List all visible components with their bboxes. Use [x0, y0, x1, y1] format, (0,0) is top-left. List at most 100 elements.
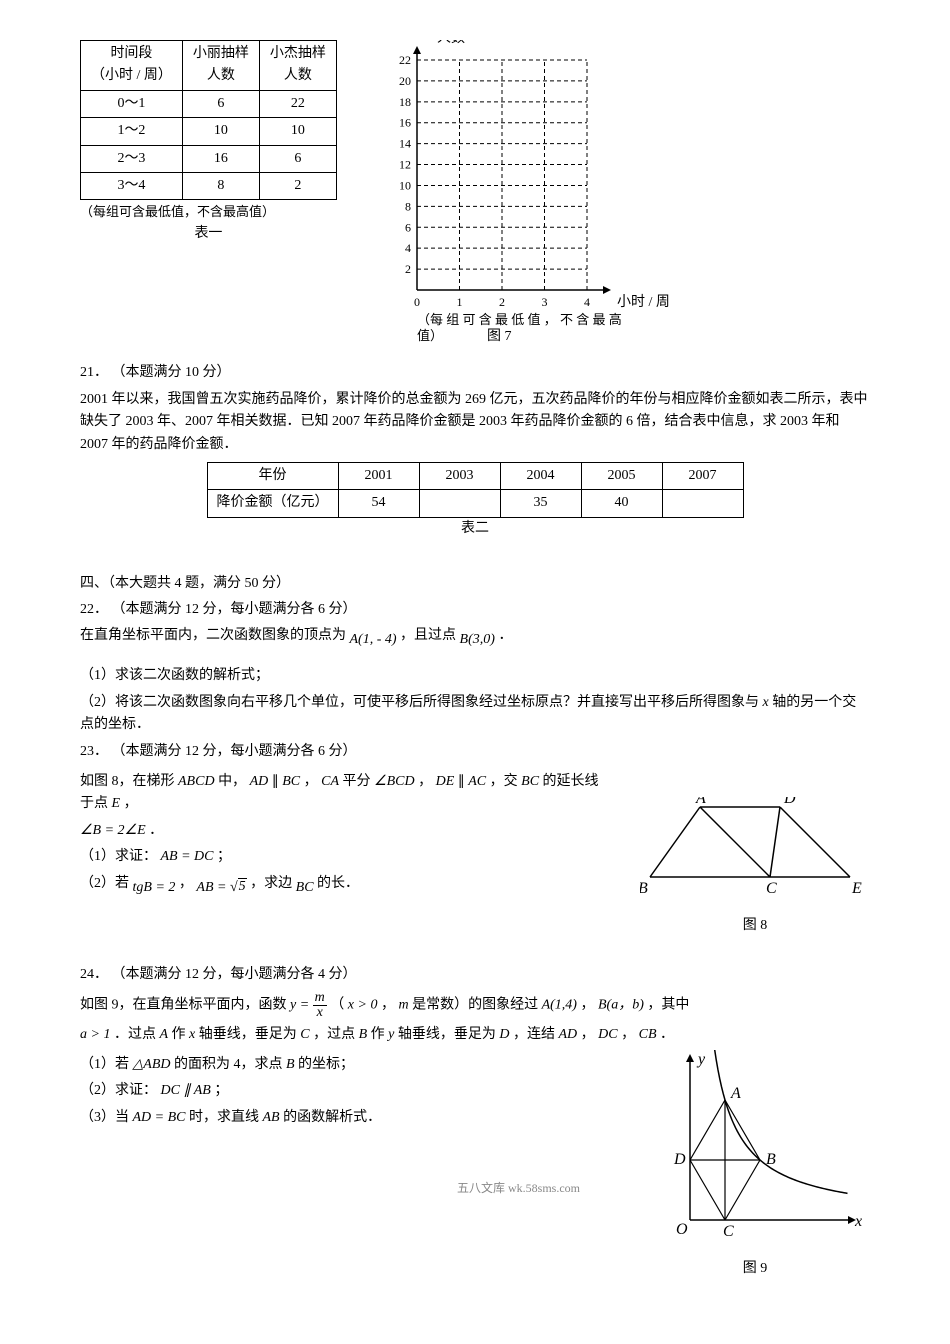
table1-r3c1: 8	[182, 172, 259, 199]
q23-p2b: ，求边	[250, 876, 296, 891]
q24-l1b: （	[330, 997, 344, 1012]
q24-DC: DC	[598, 1027, 617, 1042]
svg-text:4: 4	[405, 241, 411, 255]
q22-body: 在直角坐标平面内，二次函数图象的顶点为 A(1, - 4) ，且过点 B(3,0…	[80, 625, 870, 651]
q24-title: 24． （本题满分 12 分，每小题满分各 4 分）	[80, 964, 870, 986]
q24-l2g: 轴垂线，垂足为	[398, 1027, 500, 1042]
q23-AD: AD	[250, 774, 269, 789]
q23-p2c: 的长．	[317, 876, 359, 891]
table1-r0c2: 22	[259, 90, 336, 117]
svg-text:C: C	[723, 1223, 734, 1240]
q21-h2: 2003	[419, 462, 500, 489]
table1-r2c2: 6	[259, 145, 336, 172]
q22-pointB: B(3,0)	[460, 632, 495, 647]
q24-Alab: A	[159, 1027, 168, 1042]
q21-table-caption: 表二	[80, 518, 870, 540]
q21-score: （本题满分 10 分）	[112, 365, 231, 380]
q21-r0c1: 54	[338, 490, 419, 517]
q22-score: （本题满分 12 分，每小题满分各 6 分）	[112, 602, 357, 617]
q23-BC3: BC	[296, 879, 314, 894]
q23-CA: CA	[321, 774, 339, 789]
table1: 时间段 （小时 / 周） 小丽抽样 人数 小杰抽样 人数 0～1 6 22 1～…	[80, 40, 337, 200]
table1-r1c1: 10	[182, 118, 259, 145]
q21-r0c4: 40	[581, 490, 662, 517]
q24-l2a: a > 1	[80, 1027, 110, 1042]
q24-line1: 如图 9，在直角坐标平面内，函数 y = m x （ x > 0 ， m 是常数…	[80, 991, 870, 1020]
q23-l1c: 平分	[343, 774, 375, 789]
table1-container: 时间段 （小时 / 周） 小丽抽样 人数 小杰抽样 人数 0～1 6 22 1～…	[80, 40, 337, 246]
svg-text:0: 0	[414, 295, 420, 309]
svg-text:1: 1	[456, 295, 462, 309]
svg-text:2: 2	[499, 295, 505, 309]
q21-r0c0: 降价金额（亿元）	[207, 490, 338, 517]
q24-x: x	[189, 1027, 195, 1042]
table1-h0: 时间段 （小时 / 周）	[81, 41, 183, 91]
q23-l2suf: ．	[149, 823, 163, 838]
svg-text:3: 3	[541, 295, 547, 309]
q22-body-suffix: ．	[498, 628, 512, 643]
svg-text:16: 16	[399, 116, 411, 130]
q23-p1eq: AB = DC	[161, 849, 214, 864]
q23-par2: ∥	[458, 774, 469, 789]
q23-tgB: tgB = 2	[133, 879, 176, 894]
q21-h4: 2005	[581, 462, 662, 489]
q24-DCpar: DC ∥ AB	[161, 1083, 211, 1098]
q23-AC: AC	[468, 774, 486, 789]
q24-num: 24．	[80, 967, 108, 982]
table1-r3c0: 3～4	[81, 172, 183, 199]
svg-text:值）: 值）	[417, 328, 443, 343]
q22-part1: （1）求该二次函数的解析式；	[80, 665, 870, 687]
q24-CB: CB	[639, 1027, 657, 1042]
q22-num: 22．	[80, 602, 108, 617]
q23-figure: ADBCE 图 8	[640, 797, 870, 938]
q23-par1: ∥	[272, 774, 283, 789]
q24-l2d: 轴垂线，垂足为	[199, 1027, 301, 1042]
q23-l1f: ，交	[490, 774, 522, 789]
svg-text:A: A	[730, 1085, 741, 1102]
q22-title: 22． （本题满分 12 分，每小题满分各 6 分）	[80, 599, 870, 621]
chart7: 24681012141618202201234人数小时 / 周（每 组 可 含 …	[377, 40, 697, 358]
q21-r0c5	[662, 490, 743, 517]
table1-r2c1: 16	[182, 145, 259, 172]
q23-DE: DE	[436, 774, 455, 789]
q24-l2c: 作	[172, 1027, 190, 1042]
q21-title: 21． （本题满分 10 分）	[80, 362, 870, 384]
q22-body-mid: ，且过点	[400, 628, 460, 643]
q21-body: 2001 年以来，我国曾五次实施药品降价，累计降价的总金额为 269 亿元，五次…	[80, 389, 870, 456]
q24-l2e: ，过点	[313, 1027, 359, 1042]
q24-B: B	[359, 1027, 368, 1042]
q23-line2: ∠B = 2∠E ．	[80, 820, 600, 842]
q21-h3: 2004	[500, 462, 581, 489]
q22-part2: （2）将该二次函数图象向右平移几个单位，可使平移后所得图象经过坐标原点？并直接写…	[80, 692, 870, 737]
svg-text:12: 12	[399, 158, 411, 172]
q24-tri: △ABD	[133, 1057, 171, 1072]
q23-BC2: BC	[521, 774, 539, 789]
table1-r0c0: 0～1	[81, 90, 183, 117]
fig9-svg: OxyABCD	[640, 1050, 870, 1250]
table1-h1: 小丽抽样 人数	[182, 41, 259, 91]
q24-l1e: ，	[580, 997, 594, 1012]
q23-l1h: ，	[124, 796, 138, 811]
svg-text:10: 10	[399, 178, 411, 192]
svg-text:x: x	[854, 1213, 862, 1230]
q21-h5: 2007	[662, 462, 743, 489]
q23-p1suf: ；	[217, 849, 231, 864]
fig8-caption: 图 8	[640, 915, 870, 937]
q23-line1: 如图 8，在梯形 ABCD 中， AD ∥ BC ， CA 平分 ∠BCD ， …	[80, 771, 600, 816]
svg-text:C: C	[766, 880, 777, 897]
q21-r0c3: 35	[500, 490, 581, 517]
svg-text:2: 2	[405, 262, 411, 276]
fig9-caption: 图 9	[640, 1258, 870, 1280]
q24-AD2: AD	[558, 1027, 577, 1042]
q22-body-prefix: 在直角坐标平面内，二次函数图象的顶点为	[80, 628, 350, 643]
q23-p1: （1）求证：	[80, 849, 157, 864]
q24-part2: （2）求证： DC ∥ AB ；	[80, 1080, 600, 1102]
q24-ADBC: AD = BC	[133, 1110, 186, 1125]
q21-table-wrap: 年份 2001 2003 2004 2005 2007 降价金额（亿元） 54 …	[80, 462, 870, 540]
svg-text:O: O	[676, 1221, 688, 1238]
q24-p3b: 时，求直线	[189, 1110, 263, 1125]
q23-score: （本题满分 12 分，每小题满分各 6 分）	[112, 744, 357, 759]
q24-l2i: ，	[581, 1027, 595, 1042]
q23-text: 如图 8，在梯形 ABCD 中， AD ∥ BC ， CA 平分 ∠BCD ， …	[80, 767, 600, 903]
q24-p1b: 的面积为 4，求点	[174, 1057, 286, 1072]
